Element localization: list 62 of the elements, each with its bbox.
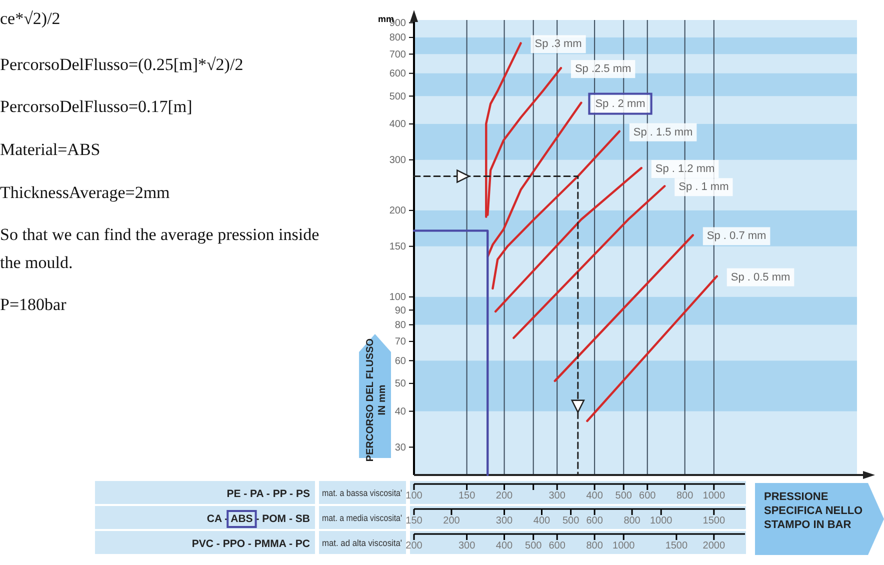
text: 300 (458, 540, 476, 552)
y-tick-label: 50 (394, 378, 406, 390)
text: ce*√2)/2 (0, 9, 60, 28)
text: 800 (624, 516, 641, 526)
text: Material=ABS (0, 140, 100, 159)
x-tick-label: 600 (639, 490, 656, 502)
x-tick-label: 200 (496, 490, 514, 502)
y-tick-label: 300 (389, 155, 406, 166)
text: PE - PA - PP - PS (226, 488, 310, 500)
x-tick-label: 800 (676, 490, 694, 502)
x-tick-label: 100 (406, 490, 423, 502)
y-tick-label: 700 (389, 49, 406, 60)
x-tick-label: 150 (458, 490, 476, 502)
y-tick-label: 90 (394, 305, 406, 316)
y-axis-title: PERCORSO DEL FLUSSO IN mm (365, 338, 388, 462)
text: 150 (406, 516, 423, 526)
x-tick-label: 500 (615, 490, 632, 502)
text: 500 (525, 540, 542, 552)
y-tick-label: 40 (394, 406, 406, 418)
text: 400 (496, 540, 514, 552)
y-tick-label: 200 (389, 206, 406, 217)
y-tick-label: 30 (394, 442, 406, 454)
text: 1500 (702, 516, 726, 526)
text: So that we can find the average pression inside the mould. (0, 225, 320, 272)
y-tick-label: 70 (394, 336, 406, 348)
series-label: Sp . 1.5 mm (633, 126, 693, 138)
x-tick-label: 1000 (702, 490, 726, 502)
text: P=180bar (0, 295, 67, 314)
y-tick-label: 150 (389, 242, 406, 253)
y-tick-label: 600 (389, 68, 406, 80)
series-label: Sp . 2 mm (595, 98, 646, 110)
text: 600 (548, 540, 566, 552)
y-tick-label: 60 (394, 356, 406, 367)
text: 200 (406, 540, 423, 552)
text: 400 (533, 516, 551, 526)
text: 200 (443, 516, 460, 526)
y-tick-label: 80 (394, 320, 406, 331)
text: 800 (586, 540, 604, 552)
series-label: Sp . 1.2 mm (655, 162, 715, 175)
x-tick-label: 400 (586, 490, 604, 502)
text: 300 (496, 516, 514, 526)
text: PercorsoDelFlusso=(0.25[m]*√2)/2 (0, 55, 244, 74)
y-tick-label: 500 (389, 91, 406, 102)
text: 2000 (702, 540, 726, 552)
text: 1000 (650, 516, 673, 526)
text: PercorsoDelFlusso=0.17[m] (0, 97, 192, 116)
y-tick-label: 800 (389, 32, 406, 44)
text: 1000 (612, 540, 636, 552)
text: ThicknessAverage=2mm (0, 183, 170, 202)
series-label: Sp . 1 mm (678, 181, 729, 194)
x-tick-label: 300 (548, 490, 566, 502)
text: 500 (562, 516, 580, 526)
series-label: Sp . 0.5 mm (730, 271, 790, 284)
text: 600 (586, 516, 604, 526)
text: 1500 (665, 540, 688, 552)
y-tick-label: 100 (389, 292, 406, 304)
series-label: Sp .2.5 mm (574, 63, 632, 76)
series-label: Sp .3 mm (534, 38, 582, 50)
series-label: Sp . 0.7 mm (706, 230, 766, 242)
y-tick-label: 400 (389, 119, 406, 130)
x-axis-title: PRESSIONE SPECIFICA NELLO STAMPO IN BAR (764, 491, 864, 531)
text: PVC - PPO - PMMA - PC (192, 538, 310, 550)
